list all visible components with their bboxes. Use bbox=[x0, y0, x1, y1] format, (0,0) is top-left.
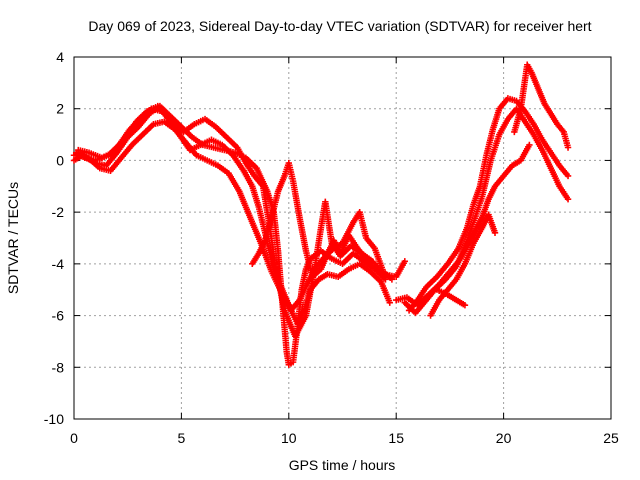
x-tick-label: 0 bbox=[70, 430, 78, 446]
x-tick-label: 10 bbox=[281, 430, 297, 446]
series-9 bbox=[427, 211, 499, 319]
series-6 bbox=[393, 141, 533, 309]
series-3 bbox=[72, 105, 376, 340]
chart-title: Day 069 of 2023, Sidereal Day-to-day VTE… bbox=[88, 18, 591, 34]
data-point bbox=[526, 141, 533, 149]
x-tick-label: 25 bbox=[603, 430, 619, 446]
data-point bbox=[564, 144, 572, 151]
data-point bbox=[491, 229, 499, 237]
series-10 bbox=[433, 286, 469, 309]
data-markers bbox=[70, 61, 572, 368]
y-tick-label: 2 bbox=[56, 101, 64, 117]
plot-frame bbox=[73, 56, 612, 420]
x-tick-label: 15 bbox=[388, 430, 404, 446]
y-tick-label: -2 bbox=[52, 204, 65, 220]
series-11 bbox=[511, 61, 572, 151]
y-tick-label: 4 bbox=[56, 49, 64, 65]
data-point bbox=[564, 196, 572, 203]
series-5 bbox=[249, 159, 408, 280]
y-tick-label: -6 bbox=[52, 308, 65, 324]
y-tick-label: -4 bbox=[52, 256, 65, 272]
data-point bbox=[401, 258, 408, 265]
x-tick-label: 5 bbox=[178, 430, 186, 446]
data-point bbox=[564, 172, 572, 180]
data-point bbox=[461, 302, 469, 309]
x-axis-label: GPS time / hours bbox=[289, 457, 396, 473]
x-tick-label: 20 bbox=[496, 430, 512, 446]
data-point bbox=[386, 299, 393, 306]
axis-ticks: 0 5 10 15 20 25 -10 -8 -6 -4 -2 0 2 4 bbox=[44, 49, 619, 446]
y-tick-label: -8 bbox=[52, 359, 65, 375]
y-tick-label: -10 bbox=[44, 411, 64, 427]
series-7 bbox=[401, 105, 572, 317]
series-8 bbox=[405, 95, 572, 314]
y-tick-label: 0 bbox=[56, 152, 64, 168]
y-axis-label: SDTVAR / TECUs bbox=[5, 182, 21, 294]
